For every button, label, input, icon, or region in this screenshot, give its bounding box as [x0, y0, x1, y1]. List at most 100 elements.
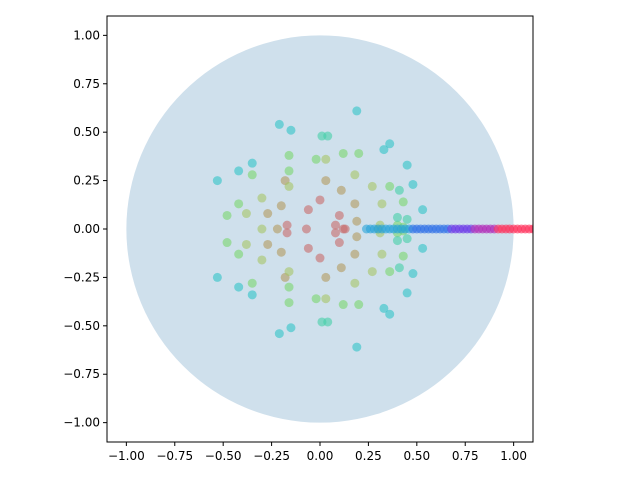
data-point — [418, 243, 428, 253]
data-point — [303, 205, 313, 215]
x-tick-label: 0.00 — [307, 449, 334, 463]
data-point — [263, 239, 273, 249]
data-point — [284, 181, 294, 191]
data-point — [284, 282, 294, 292]
data-point — [301, 224, 311, 234]
data-point — [311, 154, 321, 164]
data-point — [418, 205, 428, 215]
data-point — [377, 199, 387, 209]
data-point — [338, 300, 348, 310]
data-point — [352, 342, 362, 352]
plot-area — [126, 35, 533, 423]
data-point — [212, 176, 222, 186]
data-point — [222, 238, 232, 248]
data-point — [323, 317, 333, 327]
data-point — [350, 278, 360, 288]
x-tick-label: 1.00 — [500, 449, 527, 463]
data-point — [394, 185, 404, 195]
data-point — [336, 263, 346, 273]
data-point — [392, 212, 402, 222]
data-point — [282, 228, 292, 238]
data-point — [340, 224, 350, 234]
data-point — [284, 267, 294, 277]
y-tick-label: 1.00 — [73, 28, 100, 42]
x-tick-label: 0.50 — [403, 449, 430, 463]
data-point — [385, 267, 395, 277]
data-point — [247, 170, 257, 180]
data-point — [352, 106, 362, 116]
data-point — [303, 243, 313, 253]
data-point — [311, 294, 321, 304]
data-point — [222, 210, 232, 220]
data-point — [367, 181, 377, 191]
data-point — [282, 220, 292, 230]
data-point — [350, 170, 360, 180]
y-tick-label: 0.25 — [73, 174, 100, 188]
data-point — [234, 282, 244, 292]
series-10 — [493, 224, 533, 234]
data-point — [338, 148, 348, 158]
data-point — [330, 228, 340, 238]
data-point — [528, 224, 533, 234]
data-point — [392, 236, 402, 246]
data-point — [394, 263, 404, 273]
data-point — [234, 166, 244, 176]
series-1 — [263, 176, 362, 282]
data-point — [379, 303, 389, 313]
data-point — [354, 300, 364, 310]
data-point — [284, 298, 294, 308]
data-point — [402, 214, 412, 224]
data-point — [274, 119, 284, 129]
y-tick-label: 0.50 — [73, 125, 100, 139]
data-point — [286, 125, 296, 135]
data-point — [315, 253, 325, 263]
data-point — [408, 269, 418, 279]
data-point — [323, 131, 333, 141]
data-point — [385, 309, 395, 319]
data-point — [257, 255, 267, 265]
series-9 — [470, 224, 499, 234]
data-point — [385, 139, 395, 149]
data-point — [272, 224, 282, 234]
x-tick-label: 0.75 — [452, 449, 479, 463]
data-point — [257, 224, 267, 234]
x-tick-label: −0.25 — [253, 449, 290, 463]
data-point — [257, 193, 267, 203]
unit-circle — [126, 35, 514, 423]
data-point — [276, 247, 286, 257]
series-7 — [408, 224, 453, 234]
data-point — [315, 195, 325, 205]
data-point — [247, 278, 257, 288]
data-point — [274, 329, 284, 339]
data-point — [284, 150, 294, 160]
data-point — [334, 210, 344, 220]
data-point — [352, 232, 362, 242]
x-tick-label: −0.50 — [205, 449, 242, 463]
data-point — [234, 249, 244, 259]
data-point — [247, 158, 257, 168]
x-tick-label: 0.25 — [355, 449, 382, 463]
data-point — [336, 185, 346, 195]
series-5 — [212, 106, 428, 352]
y-tick-label: −0.25 — [63, 270, 100, 284]
data-point — [402, 288, 412, 298]
data-point — [408, 179, 418, 189]
data-point — [321, 272, 331, 282]
data-point — [247, 290, 257, 300]
data-point — [241, 239, 251, 249]
data-point — [334, 238, 344, 248]
series-4 — [317, 131, 412, 327]
y-tick-label: −1.00 — [63, 416, 100, 430]
x-tick-label: −0.75 — [156, 449, 193, 463]
y-tick-label: 0.00 — [73, 222, 100, 236]
x-axis: −1.00 −0.75 −0.50 −0.25 0.00 0.25 0.50 0.75 1.00 — [108, 442, 527, 463]
y-tick-label: −0.50 — [63, 319, 100, 333]
y-tick-label: 0.75 — [73, 77, 100, 91]
data-point — [263, 209, 273, 219]
data-point — [286, 323, 296, 333]
data-point — [241, 209, 251, 219]
y-axis: 1.00 0.75 0.50 0.25 0.00 −0.25 −0.50 −0.75 −1.00 — [63, 28, 107, 430]
data-point — [321, 294, 331, 304]
data-point — [284, 166, 294, 176]
